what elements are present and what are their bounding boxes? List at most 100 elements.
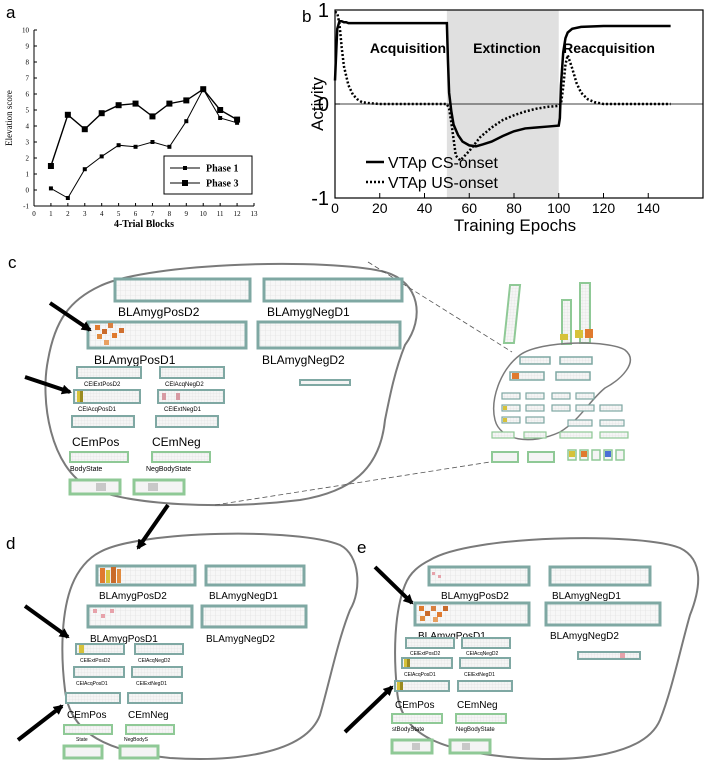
a-y-tick-label: 8 bbox=[26, 59, 30, 67]
b-series-line-2 bbox=[334, 10, 671, 163]
a-x-tick-label: 6 bbox=[134, 210, 138, 218]
panel-e: e BLAmygPosD2 BLAmygNegD1 BLAmygPosD1 BL… bbox=[343, 537, 700, 761]
label-cel-acq-pos-d1: CElAcqPosD1 bbox=[78, 407, 117, 413]
b-phase-label: Acquisition bbox=[370, 40, 446, 56]
panel-e-letter: e bbox=[357, 538, 366, 557]
e-layer-cel-acq-pos-d1: CElAcqPosD1 bbox=[401, 657, 453, 678]
a-y-tick-label: 10 bbox=[22, 27, 30, 35]
d-label-bla-pos-d2: BLAmygPosD2 bbox=[99, 591, 167, 602]
layer-neg-pv bbox=[132, 478, 186, 496]
label-bla-neg-d1: BLAmygNegD1 bbox=[267, 305, 350, 319]
e-label-neg-body-state: NegBodyState bbox=[456, 727, 495, 733]
d-label-cem-pos: CEmPos bbox=[67, 710, 106, 721]
a-x-tick-label: 3 bbox=[83, 210, 87, 218]
d-layer-cem-neg: CEmNeg bbox=[127, 692, 183, 721]
panel-d-letter: d bbox=[6, 534, 15, 553]
b-y-tick-label: 1 bbox=[318, 0, 329, 22]
e-layer-cel-acq-neg-d2: CElAcqNegD2 bbox=[461, 637, 511, 657]
b-y-tick-label: -1 bbox=[311, 188, 329, 210]
a-point-2 bbox=[64, 111, 71, 118]
a-point-1 bbox=[116, 143, 121, 148]
e-label-bla-neg-d1: BLAmygNegD1 bbox=[552, 591, 621, 602]
a-x-tick-label: 9 bbox=[185, 210, 189, 218]
layer-cem-pos: CEmPos bbox=[71, 415, 135, 449]
b-x-tick-label: 60 bbox=[461, 200, 477, 216]
d-label-cel-acq-pos-d1: CElAcqPosD1 bbox=[76, 681, 108, 687]
a-point-1 bbox=[235, 120, 240, 125]
a-x-tick-label: 10 bbox=[200, 210, 208, 218]
label-cem-pos: CEmPos bbox=[72, 435, 119, 449]
a-point-2 bbox=[234, 116, 241, 123]
panel-c-letter: c bbox=[8, 253, 17, 272]
label-cel-acq-neg-d2: CElAcqNegD2 bbox=[165, 382, 204, 388]
e-label-bla-pos-d2: BLAmygPosD2 bbox=[441, 591, 509, 602]
a-x-tick-label: 12 bbox=[234, 210, 242, 218]
d-label-bla-pos-d1: BLAmygPosD1 bbox=[90, 634, 158, 645]
a-x-label: 4-Trial Blocks bbox=[114, 219, 174, 230]
d-layer-bla-pos-d2: BLAmygPosD2 bbox=[95, 564, 197, 602]
thumb-column-1 bbox=[502, 284, 522, 344]
a-x-tick-label: 2 bbox=[66, 210, 70, 218]
b-phase-label: Reacquisition bbox=[563, 40, 655, 56]
label-bla-neg-d2: BLAmygNegD2 bbox=[262, 353, 345, 367]
b-x-tick-label: 140 bbox=[637, 200, 661, 216]
a-y-tick-label: 4 bbox=[26, 123, 30, 131]
b-x-tick-label: 80 bbox=[506, 200, 522, 216]
d-label-bla-neg-d1: BLAmygNegD1 bbox=[209, 591, 278, 602]
a-point-2 bbox=[98, 110, 105, 117]
arrow-c-cel-acq-pos-d1 bbox=[24, 375, 72, 395]
d-label-body-state: State bbox=[76, 737, 88, 743]
e-layer-pos-pv bbox=[390, 738, 434, 755]
e-label-cel-ext-neg-d1: CElExtNegD1 bbox=[464, 672, 495, 678]
b-y-label: Activity bbox=[308, 77, 327, 131]
layer-bla-neg-d2: BLAmygNegD2 bbox=[256, 320, 402, 367]
label-body-state: BodyState bbox=[70, 466, 102, 473]
a-y-tick-label: 6 bbox=[26, 91, 30, 99]
e-layer-partial bbox=[577, 651, 641, 660]
e-label-cel-acq-pos-d1: CElAcqPosD1 bbox=[404, 672, 436, 678]
a-y-tick-label: 1 bbox=[26, 171, 30, 179]
zoom-line-top bbox=[367, 261, 513, 353]
a-point-2 bbox=[132, 100, 139, 107]
b-x-tick-label: 120 bbox=[592, 200, 616, 216]
layer-cel-ext-neg-d1: CElExtNegD1 bbox=[157, 389, 225, 413]
label-bla-pos-d2: BLAmygPosD2 bbox=[118, 305, 200, 319]
a-point-2 bbox=[217, 107, 224, 113]
arrow-e-bla-pos-d1 bbox=[373, 565, 414, 605]
arrow-d-bla-pos-d2 bbox=[136, 503, 170, 550]
layer-cel-ext-pos-d2: CElExtPosD2 bbox=[76, 366, 142, 388]
a-point-1 bbox=[82, 167, 87, 172]
panel-e-outline bbox=[394, 537, 700, 761]
d-layer-cem-pos: CEmPos bbox=[65, 692, 121, 721]
a-point-2 bbox=[200, 86, 207, 93]
panel-d: d BLAmygPosD2 BLAmygNegD1 BLAmygPosD1 BL… bbox=[6, 503, 359, 760]
d-layer-cel-ext-neg-d1: CElExtNegD1 bbox=[131, 666, 183, 687]
d-label-cem-neg: CEmNeg bbox=[128, 710, 169, 721]
d-layer-cel-acq-pos-d1: CElAcqPosD1 bbox=[73, 666, 125, 687]
d-layer-body-state: State bbox=[63, 724, 113, 743]
panel-b-letter: b bbox=[302, 7, 311, 26]
a-legend-label: Phase 3 bbox=[206, 179, 239, 190]
a-series-line-1 bbox=[50, 88, 238, 199]
b-phase-label: Extinction bbox=[473, 40, 541, 56]
d-layer-bla-neg-d2: BLAmygNegD2 bbox=[200, 604, 308, 645]
a-point-2 bbox=[115, 102, 122, 109]
a-point-1 bbox=[184, 119, 189, 124]
a-point-2 bbox=[149, 113, 156, 120]
layer-bla-pos-d2: BLAmygPosD2 bbox=[113, 277, 252, 319]
e-label-bla-neg-d2: BLAmygNegD2 bbox=[550, 631, 619, 642]
b-legend-label: VTAp US-onset bbox=[388, 175, 499, 192]
b-x-tick-label: 0 bbox=[331, 200, 339, 216]
e-label-cem-pos: CEmPos bbox=[395, 700, 434, 711]
d-layer-pos-pv bbox=[62, 744, 104, 760]
d-layer-bla-pos-d1: BLAmygPosD1 bbox=[86, 604, 194, 645]
e-label-cel-acq-neg-d2: CElAcqNegD2 bbox=[466, 651, 498, 657]
a-y-tick-label: 3 bbox=[26, 139, 30, 147]
label-cem-neg: CEmNeg bbox=[152, 435, 201, 449]
a-y-label: Elevation score bbox=[4, 90, 14, 146]
e-layer-neg-pv bbox=[448, 738, 492, 755]
a-legend-marker bbox=[182, 180, 188, 186]
b-legend-label: VTAp CS-onset bbox=[388, 155, 499, 172]
